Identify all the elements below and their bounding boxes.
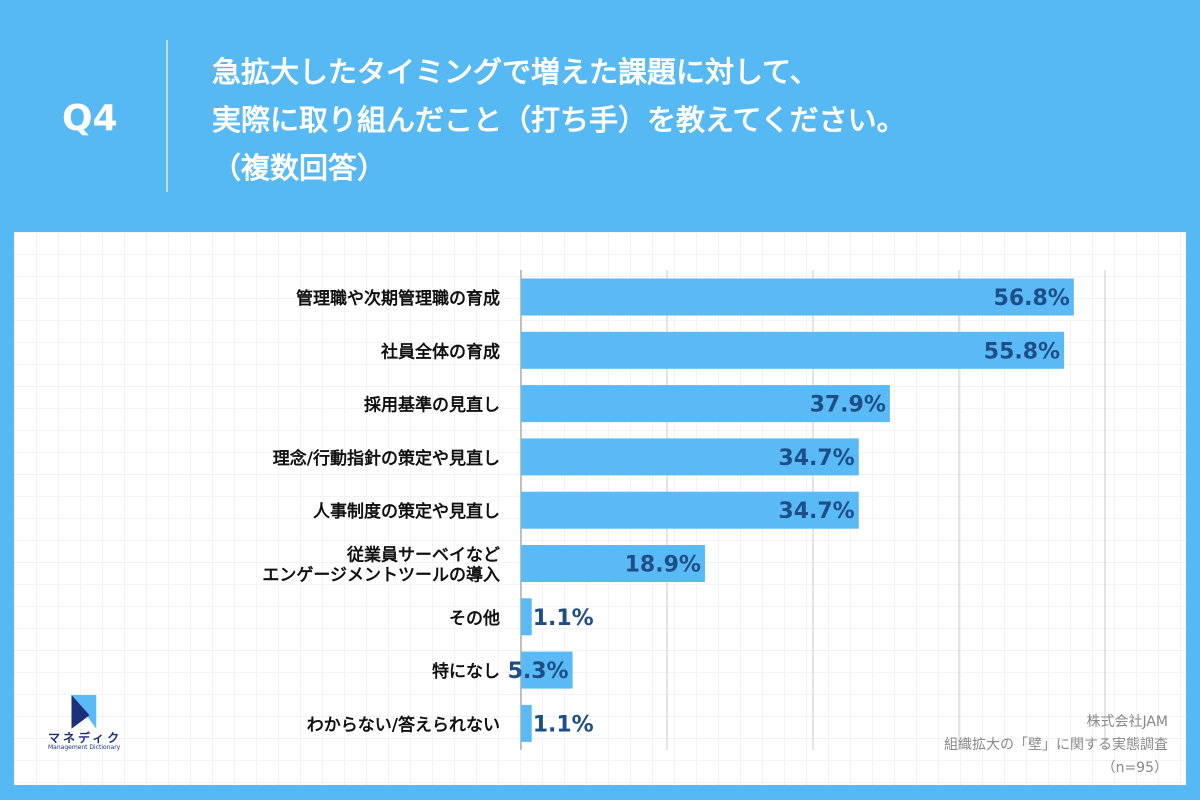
bar — [521, 545, 705, 582]
bar — [521, 385, 890, 423]
data-label: 1.1% — [533, 606, 594, 631]
category-label: 従業員サーベイなど — [346, 545, 500, 566]
title-line: 急拡大したタイミングで増えた課題に対して、 — [212, 55, 819, 89]
logo-icon — [71, 695, 97, 729]
category-label: 管理職や次期管理職の育成 — [296, 288, 500, 309]
sample-size: （n=95） — [1101, 760, 1168, 776]
data-label: 5.3% — [508, 659, 569, 684]
data-label: 18.9% — [625, 553, 701, 578]
question-title: 急拡大したタイミングで増えた課題に対して、 実際に取り組んだこと（打ち手）を教え… — [212, 48, 906, 192]
bar — [521, 598, 532, 636]
title-line: 実際に取り組んだこと（打ち手）を教えてください。 — [212, 103, 906, 137]
bar — [521, 438, 859, 476]
category-label: エンゲージメントツールの導入 — [262, 565, 500, 586]
data-label: 1.1% — [533, 712, 594, 737]
bar — [521, 704, 532, 742]
divider — [166, 40, 168, 192]
category-label: 社員全体の育成 — [380, 341, 500, 362]
category-label: その他 — [449, 608, 500, 629]
data-label: 55.8% — [984, 339, 1060, 364]
data-label: 34.7% — [778, 446, 854, 471]
bar — [521, 491, 859, 529]
logo-subtext: Management Dictionary — [48, 744, 121, 751]
data-label: 37.9% — [810, 393, 886, 418]
category-label: 人事制度の策定や見直し — [313, 501, 500, 522]
bar — [521, 331, 1065, 369]
logo-text: マネディク — [48, 731, 123, 745]
category-label: わからない/答えられない — [307, 714, 500, 735]
category-label: 採用基準の見直し — [364, 395, 500, 416]
bar — [521, 651, 573, 689]
source-company: 株式会社JAM — [1086, 714, 1168, 730]
source-survey: 組織拡大の「壁」に関する実態調査 — [944, 737, 1168, 753]
question-number: Q4 — [62, 98, 118, 139]
data-label: 56.8% — [994, 286, 1070, 311]
category-label: 特になし — [432, 661, 500, 682]
bar — [521, 278, 1074, 316]
title-line: （複数回答） — [212, 151, 387, 185]
data-label: 34.7% — [778, 499, 854, 524]
category-label: 理念/行動指針の策定や見直し — [273, 448, 500, 469]
